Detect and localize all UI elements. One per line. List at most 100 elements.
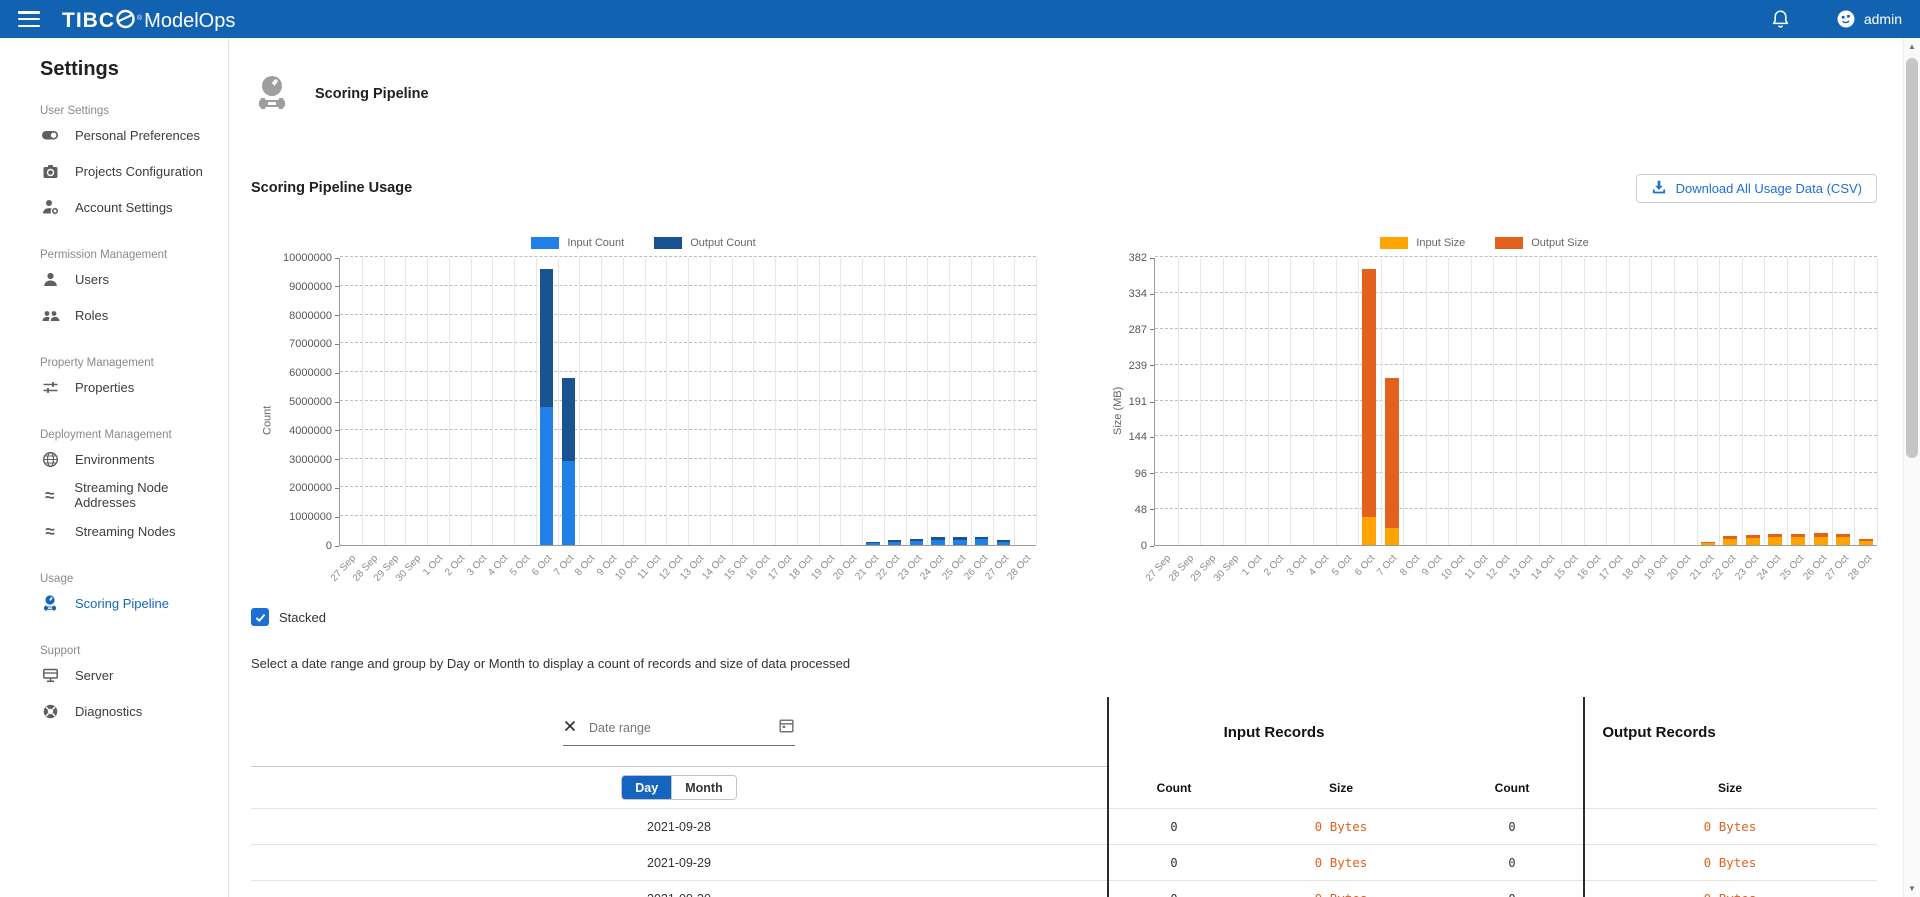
sidebar-item-diagnostics[interactable]: Diagnostics bbox=[40, 693, 228, 729]
y-tick-label: 5000000 bbox=[289, 396, 339, 408]
sidebar-item-label: Scoring Pipeline bbox=[75, 595, 169, 611]
row-input-size: 0 Bytes bbox=[1241, 844, 1441, 880]
sidebar-item-streaming-node-addresses[interactable]: ≈ Streaming Node Addresses bbox=[40, 477, 228, 513]
stacked-checkbox-label: Stacked bbox=[279, 609, 326, 625]
row-input-count: 0 bbox=[1107, 808, 1241, 844]
logo-tibco-text: TIBC bbox=[62, 8, 115, 32]
y-tick-label: 4000000 bbox=[289, 425, 339, 437]
bar-output-count-24-oct bbox=[931, 537, 945, 540]
row-date: 2021-09-30 bbox=[251, 880, 1107, 897]
row-output-size: 0 Bytes bbox=[1583, 808, 1877, 844]
bar-output-size-23-oct bbox=[1745, 534, 1760, 539]
y-tick-label: 8000000 bbox=[289, 310, 339, 322]
sidebar-item-properties[interactable]: Properties bbox=[40, 369, 228, 405]
legend-label: Output Size bbox=[1531, 237, 1589, 249]
day-month-toggle: Day Month bbox=[621, 775, 737, 800]
bar-input-count-7-oct bbox=[561, 461, 576, 545]
sidebar-section-label: User Settings bbox=[40, 105, 110, 117]
hamburger-menu-icon[interactable] bbox=[18, 11, 40, 27]
sidebar-item-environments[interactable]: Environments bbox=[40, 441, 228, 477]
sidebar-item-label: Roles bbox=[75, 307, 109, 323]
legend-item-output-size[interactable]: Output Size bbox=[1495, 236, 1589, 250]
sidebar-item-roles[interactable]: Roles bbox=[40, 297, 228, 333]
legend-item-input-size[interactable]: Input Size bbox=[1380, 236, 1465, 250]
calendar-icon[interactable] bbox=[778, 717, 795, 739]
table-divider bbox=[1583, 697, 1585, 897]
sidebar-item-server[interactable]: Server bbox=[40, 657, 228, 693]
size-chart-xaxis: 27 Sep 28 Sep 29 Sep 30 Sep 1 Oct 2 Oct 3 Oct 4… bbox=[1144, 546, 1877, 600]
sidebar-item-personal-preferences[interactable]: Personal Preferences bbox=[40, 117, 228, 153]
sidebar-item-label: Environments bbox=[75, 451, 155, 467]
sidebar-section-label: Deployment Management bbox=[40, 429, 172, 441]
legend-item-output-count[interactable]: Output Count bbox=[654, 236, 756, 250]
day-toggle-button[interactable]: Day bbox=[622, 776, 672, 799]
bar-output-size-26-oct bbox=[1813, 533, 1828, 538]
sidebar-item-streaming-nodes[interactable]: ≈ Streaming Nodes bbox=[40, 513, 228, 549]
person-gear-icon bbox=[40, 198, 60, 216]
bar-input-count-23-oct bbox=[909, 540, 924, 545]
legend-swatch bbox=[1380, 237, 1409, 249]
sidebar-item-label: Diagnostics bbox=[75, 703, 143, 719]
bar-output-count-6-oct bbox=[539, 268, 554, 407]
sidebar-item-users[interactable]: Users bbox=[40, 261, 228, 297]
input-records-header: Input Records bbox=[1223, 723, 1325, 741]
bar-input-count-25-oct bbox=[953, 539, 967, 545]
row-input-count: 0 bbox=[1107, 880, 1241, 897]
sidebar-section-label: Support bbox=[40, 645, 81, 657]
legend-swatch bbox=[1495, 237, 1524, 249]
row-output-count: 0 bbox=[1441, 880, 1583, 897]
y-tick-label: 96 bbox=[1135, 468, 1154, 480]
sidebar-item-label: Server bbox=[75, 667, 114, 683]
bar-output-size-27-oct bbox=[1836, 533, 1851, 538]
y-tick-label: 287 bbox=[1129, 324, 1154, 336]
username-label: admin bbox=[1863, 11, 1902, 27]
waves-icon: ≈ bbox=[45, 485, 55, 505]
sidebar-item-scoring-pipeline[interactable]: Scoring Pipeline bbox=[40, 585, 228, 621]
people-icon bbox=[40, 307, 60, 324]
stacked-checkbox[interactable] bbox=[251, 608, 269, 626]
count-chart-legend: Input Count Output Count bbox=[251, 236, 1036, 250]
y-tick-label: 2000000 bbox=[289, 482, 339, 494]
sidebar-item-projects-configuration[interactable]: Projects Configuration bbox=[40, 153, 228, 189]
bar-input-count-6-oct bbox=[539, 406, 554, 545]
clear-icon[interactable] bbox=[563, 719, 577, 738]
user-menu[interactable]: admin bbox=[1836, 9, 1902, 29]
y-tick-label: 3000000 bbox=[289, 454, 339, 466]
scroll-up-arrow[interactable]: ▲ bbox=[1908, 42, 1916, 51]
scrollbar-thumb[interactable] bbox=[1906, 58, 1918, 458]
globe-icon bbox=[40, 451, 60, 468]
sidebar-section-label: Usage bbox=[40, 573, 74, 585]
legend-label: Input Count bbox=[567, 237, 625, 249]
sidebar-item-label: Properties bbox=[75, 379, 135, 395]
y-tick-label: 7000000 bbox=[289, 338, 339, 350]
bar-input-size-24-oct bbox=[1768, 537, 1783, 545]
sidebar-item-account-settings[interactable]: Account Settings bbox=[40, 189, 228, 225]
row-input-count: 0 bbox=[1107, 844, 1241, 880]
page-header: Scoring Pipeline bbox=[251, 72, 1877, 116]
y-tick-label: 0 bbox=[1141, 540, 1154, 552]
row-input-size: 0 Bytes bbox=[1241, 880, 1441, 897]
server-icon bbox=[40, 667, 60, 684]
section-title: Scoring Pipeline Usage bbox=[251, 180, 413, 196]
logo-product-text: ModelOps bbox=[144, 9, 236, 32]
sidebar-section-label: Permission Management bbox=[40, 249, 168, 261]
scroll-down-arrow[interactable]: ▼ bbox=[1908, 884, 1916, 893]
bar-input-size-7-oct bbox=[1384, 528, 1399, 545]
bar-output-count-25-oct bbox=[953, 536, 967, 540]
y-tick-label: 1000000 bbox=[289, 511, 339, 523]
notifications-bell-icon[interactable] bbox=[1771, 9, 1790, 29]
y-tick-label: 0 bbox=[326, 540, 339, 552]
date-range-input[interactable]: Date range bbox=[563, 717, 795, 746]
bar-input-count-24-oct bbox=[931, 539, 945, 545]
avatar bbox=[1837, 10, 1855, 28]
count-chart-plot bbox=[339, 256, 1037, 546]
sidebar-item-label: Streaming Node Addresses bbox=[74, 480, 169, 510]
bar-input-count-27-oct bbox=[996, 541, 1011, 545]
usage-description: Select a date range and group by Day or … bbox=[251, 656, 851, 671]
month-toggle-button[interactable]: Month bbox=[671, 776, 736, 799]
legend-item-input-count[interactable]: Input Count bbox=[531, 236, 624, 250]
usage-table: Date range Input Records Output Records … bbox=[251, 697, 1877, 897]
download-usage-csv-button[interactable]: Download All Usage Data (CSV) bbox=[1635, 173, 1877, 203]
topbar: TIBC ® ModelOps admin bbox=[0, 0, 1920, 38]
bar-input-count-21-oct bbox=[866, 543, 880, 545]
